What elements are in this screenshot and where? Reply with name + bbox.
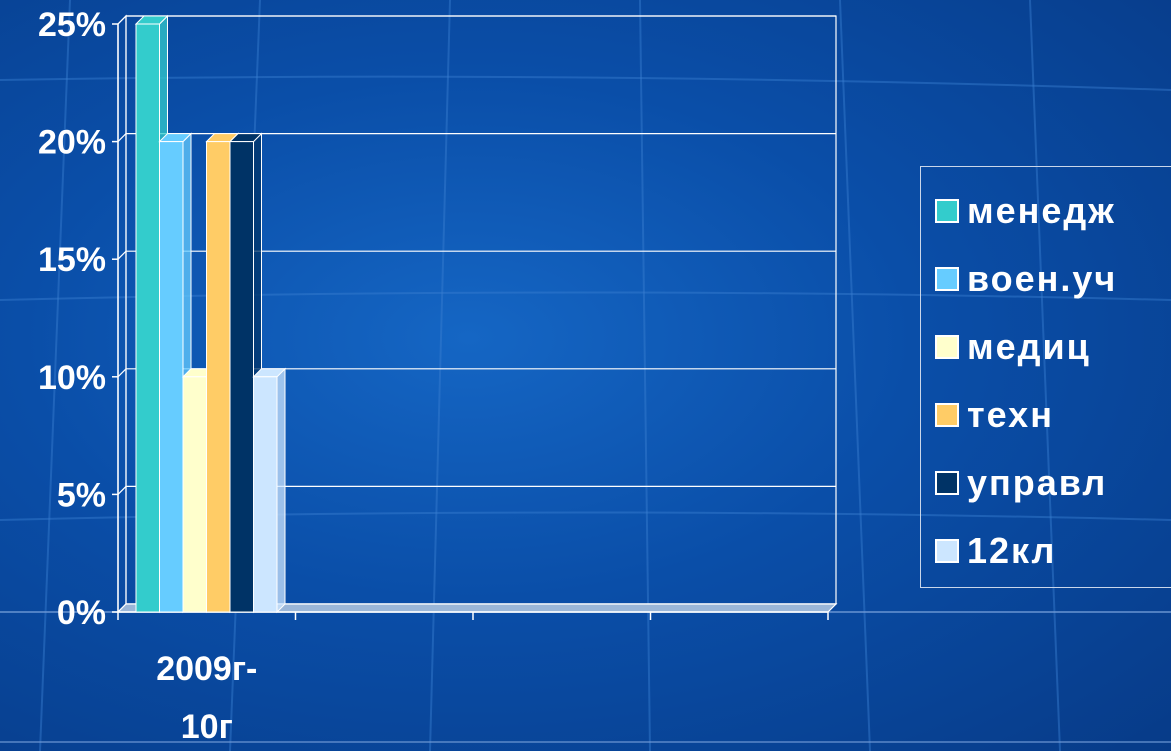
legend-label: техн: [967, 394, 1054, 435]
bar-front: [182, 376, 207, 613]
bar-front: [206, 141, 231, 613]
bar-front: [229, 141, 254, 613]
legend-swatch: [935, 403, 959, 427]
legend-item: воен.уч: [935, 258, 1118, 299]
gridline: [117, 368, 836, 378]
y-tick-label: 25%: [38, 6, 106, 44]
bar-front: [159, 141, 184, 613]
x-tick-label: 2009г-10г: [156, 650, 257, 746]
legend-label: воен.уч: [967, 258, 1118, 299]
gridline: [117, 250, 836, 260]
legend-item: 12кл: [935, 530, 1057, 571]
chart-axes: [112, 23, 838, 620]
legend-swatch: [935, 267, 959, 291]
legend-label: менедж: [967, 190, 1116, 231]
y-tick-label: 5%: [57, 476, 106, 514]
y-tick-label: 0%: [57, 594, 106, 632]
y-tick-label: 10%: [38, 359, 106, 397]
y-tick-label: 15%: [38, 241, 106, 279]
y-axis-tick-labels: 0% 5% 10% 15% 20% 25%: [38, 6, 106, 632]
legend-label: управл: [967, 462, 1108, 503]
chart-legend: менедж воен.уч медиц техн управл 12кл: [920, 166, 1171, 588]
legend-swatch: [935, 335, 959, 359]
gridline: [117, 15, 836, 25]
bar-front: [135, 23, 160, 613]
gridline: [117, 485, 836, 495]
bar: [252, 367, 287, 614]
bar-front: [253, 376, 278, 613]
legend-item: техн: [935, 394, 1054, 435]
legend-swatch: [935, 539, 959, 563]
y-tick-label: 20%: [38, 124, 106, 162]
legend-label: 12кл: [967, 530, 1057, 571]
side-wall: [117, 14, 127, 614]
legend-item: управл: [935, 462, 1108, 503]
legend-swatch: [935, 471, 959, 495]
legend-item: менедж: [935, 190, 1116, 231]
legend-swatch: [935, 199, 959, 223]
legend-label: медиц: [967, 326, 1091, 367]
x-axis-tick-labels: 2009г-10г: [156, 650, 257, 746]
legend-item: медиц: [935, 326, 1091, 367]
bar-side: [276, 367, 286, 614]
chart-bars: [134, 14, 287, 614]
gridline: [117, 133, 836, 143]
